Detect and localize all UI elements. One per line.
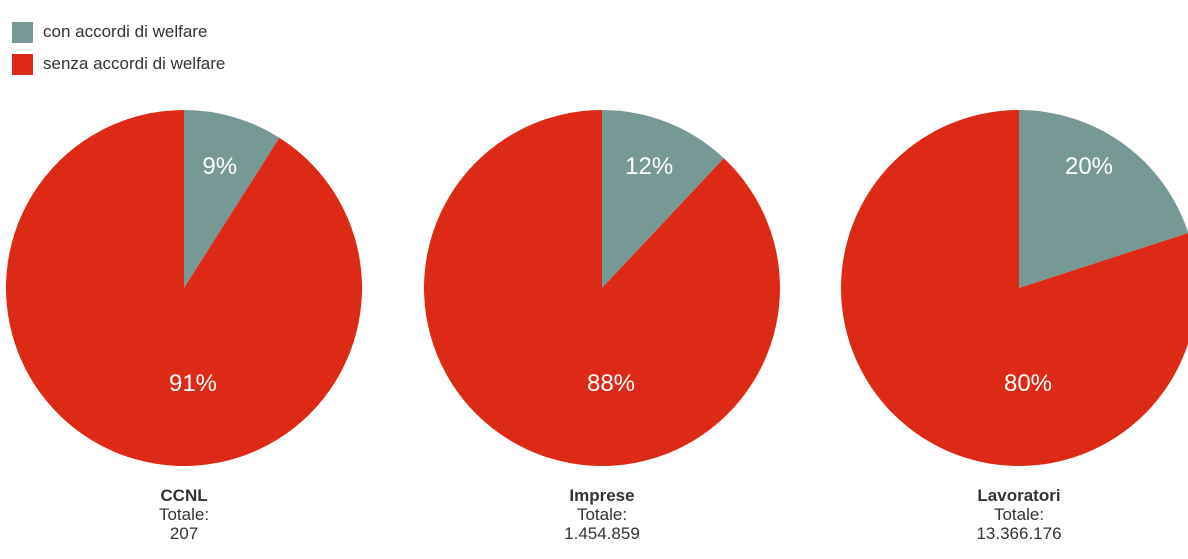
pie-slice-imprese-senza-accordi-di-welfare (423, 110, 780, 466)
pie-label-ccnl-senza-accordi-di-welfare: 91% (169, 370, 217, 397)
pie-slice-ccnl-con-accordi-di-welfare (184, 110, 280, 288)
pie-label-imprese-con-accordi-di-welfare: 12% (625, 153, 673, 180)
total-label-ccnl: Totale: (158, 505, 210, 524)
caption-imprese: Imprese Totale: 1.454.859 (492, 486, 712, 543)
pie-charts: 9% 91% 12% 88% 20% 80% (5, 110, 1188, 466)
legend-swatch-con-accordi (12, 21, 33, 43)
total-value-lavoratori: 13.366.176 (976, 524, 1062, 543)
total-label-lavoratori: Totale: (993, 505, 1045, 524)
legend-item-con-accordi: con accordi di welfare (12, 20, 225, 44)
pie-slice-imprese-con-accordi-di-welfare (602, 110, 724, 288)
pie-slice-lavoratori-con-accordi-di-welfare (1019, 110, 1188, 288)
legend-item-senza-accordi: senza accordi di welfare (12, 52, 225, 76)
legend-label-con-accordi: con accordi di welfare (43, 22, 208, 41)
total-value-imprese: 1.454.859 (564, 524, 640, 543)
pie-slice-ccnl-senza-accordi-di-welfare (5, 110, 362, 466)
caption-lavoratori: Lavoratori Totale: 13.366.176 (909, 486, 1129, 543)
pie-slice-lavoratori-senza-accordi-di-welfare (841, 110, 1188, 466)
total-label-imprese: Totale: (576, 505, 628, 524)
pie-label-lavoratori-con-accordi-di-welfare: 20% (1065, 153, 1113, 180)
pie-label-imprese-senza-accordi-di-welfare: 88% (587, 370, 635, 397)
legend-label-senza-accordi: senza accordi di welfare (43, 54, 226, 73)
caption-ccnl: CCNL Totale: 207 (74, 486, 294, 543)
pie-title-imprese: Imprese (569, 486, 635, 505)
total-value-ccnl: 207 (169, 524, 199, 543)
pie-label-lavoratori-senza-accordi-di-welfare: 80% (1004, 370, 1052, 397)
legend: con accordi di welfare senza accordi di … (12, 20, 225, 84)
pie-title-ccnl: CCNL (160, 486, 208, 505)
legend-swatch-senza-accordi (12, 53, 33, 75)
pie-label-ccnl-con-accordi-di-welfare: 9% (202, 153, 237, 180)
pie-title-lavoratori: Lavoratori (977, 486, 1061, 505)
